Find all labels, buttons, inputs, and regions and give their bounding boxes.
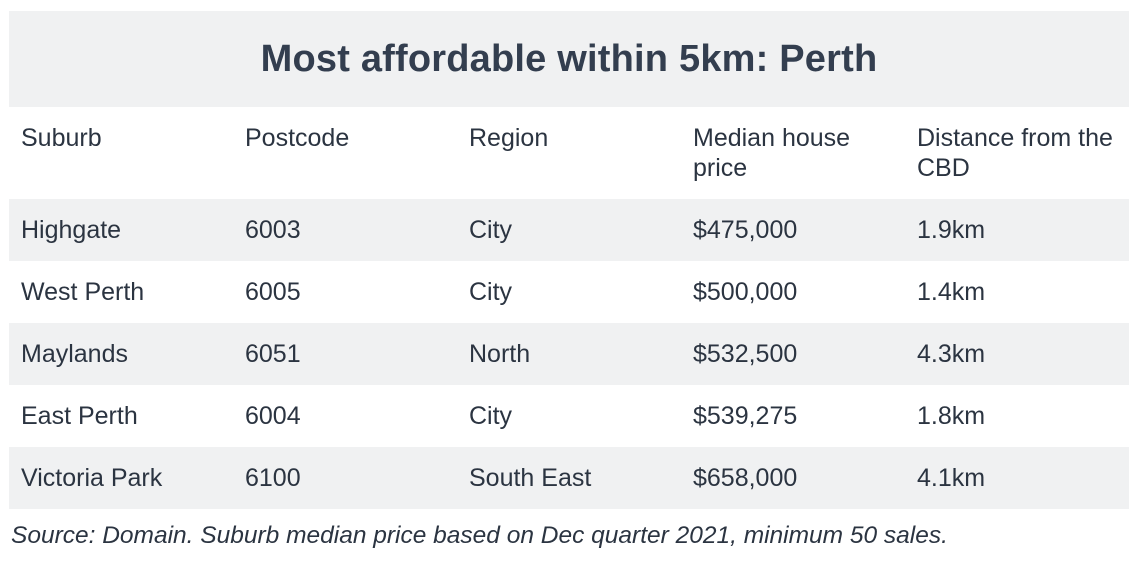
table-row: West Perth 6005 City $500,000 1.4km <box>9 261 1129 323</box>
cell-postcode: 6100 <box>245 463 301 492</box>
cell-suburb: Highgate <box>21 215 122 244</box>
cell-suburb: Victoria Park <box>21 463 163 492</box>
table-title-bar: Most affordable within 5km: Perth <box>9 11 1129 107</box>
cell-median-price: $539,275 <box>693 401 798 430</box>
cell-region: City <box>469 277 513 306</box>
table-header: Suburb Postcode Region Median house pric… <box>9 107 1129 199</box>
cell-distance: 1.9km <box>917 215 986 244</box>
cell-median-price: $658,000 <box>693 463 798 492</box>
table-title: Most affordable within 5km: Perth <box>260 37 878 80</box>
data-table: Suburb Postcode Region Median house pric… <box>9 107 1129 509</box>
cell-distance: 1.4km <box>917 277 986 306</box>
cell-median-price: $475,000 <box>693 215 798 244</box>
header-median-price: Median house price <box>693 124 851 182</box>
header-distance: Distance from the CBD <box>917 124 1113 182</box>
cell-distance: 1.8km <box>917 401 986 430</box>
table-row: Maylands 6051 North $532,500 4.3km <box>9 323 1129 385</box>
table-row: Victoria Park 6100 South East $658,000 4… <box>9 447 1129 509</box>
cell-region: City <box>469 215 513 244</box>
header-row: Suburb Postcode Region Median house pric… <box>9 107 1129 199</box>
affordable-suburbs-table: Most affordable within 5km: Perth Suburb… <box>9 11 1129 509</box>
cell-median-price: $500,000 <box>693 277 798 306</box>
header-suburb: Suburb <box>21 124 102 152</box>
cell-postcode: 6003 <box>245 215 301 244</box>
cell-suburb: Maylands <box>21 339 128 368</box>
cell-distance: 4.3km <box>917 339 986 368</box>
header-region: Region <box>469 124 549 152</box>
cell-suburb: East Perth <box>21 401 138 430</box>
source-note: Source: Domain. Suburb median price base… <box>11 522 948 549</box>
cell-median-price: $532,500 <box>693 339 798 368</box>
cell-region: City <box>469 401 513 430</box>
cell-postcode: 6051 <box>245 339 301 368</box>
cell-region: North <box>469 339 531 368</box>
cell-suburb: West Perth <box>21 277 145 306</box>
cell-postcode: 6004 <box>245 401 301 430</box>
cell-postcode: 6005 <box>245 277 301 306</box>
table-body: Highgate 6003 City $475,000 1.9km West P… <box>9 199 1129 509</box>
header-postcode: Postcode <box>245 124 350 152</box>
cell-region: South East <box>469 463 592 492</box>
table-row: East Perth 6004 City $539,275 1.8km <box>9 385 1129 447</box>
cell-distance: 4.1km <box>917 463 986 492</box>
table-row: Highgate 6003 City $475,000 1.9km <box>9 199 1129 261</box>
